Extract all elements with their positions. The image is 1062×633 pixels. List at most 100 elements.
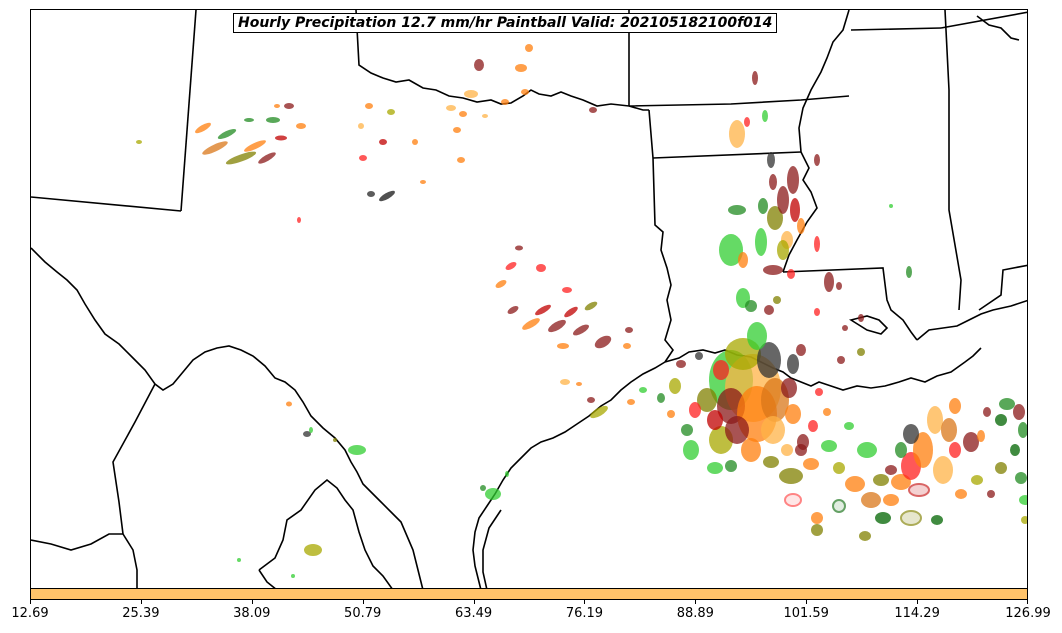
precip-blob bbox=[683, 440, 699, 460]
boundary-line bbox=[31, 196, 182, 212]
precip-blob bbox=[883, 494, 899, 506]
precip-blob bbox=[689, 402, 701, 418]
precip-blob bbox=[752, 71, 758, 85]
precip-blob bbox=[808, 420, 818, 432]
precip-blob bbox=[963, 432, 979, 452]
precip-blob bbox=[358, 123, 364, 129]
colorbar-tick-mark bbox=[917, 600, 918, 604]
precip-blob bbox=[787, 166, 799, 194]
colorbar-tick-mark bbox=[695, 600, 696, 604]
precip-blob bbox=[286, 401, 292, 407]
coastline bbox=[916, 299, 1027, 341]
precip-blob bbox=[814, 154, 820, 166]
precip-blob bbox=[367, 191, 375, 197]
precip-blob bbox=[195, 122, 211, 134]
precip-blob bbox=[738, 252, 748, 268]
precip-blob bbox=[284, 103, 294, 109]
precip-blob bbox=[501, 99, 509, 105]
precip-blob bbox=[971, 475, 983, 485]
precip-blob bbox=[833, 462, 845, 474]
precip-blob bbox=[667, 410, 675, 418]
boundary-line bbox=[798, 10, 850, 153]
coastline bbox=[848, 315, 889, 335]
precip-blob bbox=[536, 264, 546, 272]
coastline bbox=[472, 361, 666, 588]
precip-blob bbox=[225, 151, 257, 165]
precip-blob bbox=[548, 319, 566, 333]
precip-blob bbox=[729, 120, 745, 148]
precip-blob bbox=[933, 456, 953, 484]
precip-blob bbox=[237, 558, 241, 562]
precip-blob bbox=[823, 408, 831, 416]
map-canvas bbox=[31, 10, 1027, 588]
precip-blob bbox=[587, 397, 595, 403]
colorbar-tick-mark bbox=[584, 600, 585, 604]
precip-blob bbox=[758, 198, 768, 214]
colorbar-tick-label: 12.69 bbox=[11, 606, 49, 621]
precip-blob bbox=[625, 327, 633, 333]
precip-blob bbox=[900, 510, 922, 526]
precip-blob bbox=[747, 322, 767, 350]
precip-blob bbox=[763, 265, 783, 275]
precip-blob bbox=[713, 360, 729, 380]
precip-blob bbox=[763, 456, 779, 468]
precip-blob bbox=[387, 109, 395, 115]
precip-blob bbox=[725, 460, 737, 472]
precip-blob bbox=[895, 442, 907, 458]
precip-blob bbox=[1021, 516, 1027, 524]
precip-blob bbox=[348, 445, 366, 455]
precip-blob bbox=[767, 206, 783, 230]
precip-blob bbox=[931, 515, 943, 525]
precip-blob bbox=[745, 300, 757, 312]
precip-blob bbox=[875, 512, 891, 524]
boundary-line bbox=[31, 533, 138, 588]
colorbar-tick-label: 63.49 bbox=[454, 606, 493, 621]
colorbar-tick-mark bbox=[806, 600, 807, 604]
precip-blob bbox=[885, 465, 897, 475]
precip-blob bbox=[777, 186, 789, 214]
precip-blob bbox=[764, 305, 774, 315]
map-title: Hourly Precipitation 12.7 mm/hr Paintbal… bbox=[233, 13, 778, 33]
precip-blob bbox=[977, 430, 985, 442]
precip-blob bbox=[557, 343, 569, 349]
precip-blob bbox=[707, 410, 723, 430]
precip-blob bbox=[244, 140, 266, 152]
precip-blob bbox=[757, 342, 781, 378]
boundary-line bbox=[976, 15, 1020, 41]
precip-blob bbox=[639, 387, 647, 393]
precip-blob bbox=[811, 524, 823, 536]
precip-blob bbox=[857, 348, 865, 356]
precip-blob bbox=[217, 128, 237, 140]
precip-blob bbox=[955, 489, 967, 499]
colorbar-tick-label: 38.09 bbox=[233, 606, 271, 621]
precip-blob bbox=[266, 117, 280, 123]
precip-blob bbox=[814, 236, 820, 252]
precip-blob bbox=[365, 103, 373, 109]
precip-blob bbox=[889, 204, 893, 208]
precip-blob bbox=[787, 269, 795, 279]
precip-blob bbox=[485, 488, 501, 500]
colorbar-tick-mark bbox=[141, 600, 142, 604]
precip-blob bbox=[861, 492, 881, 508]
precip-blob bbox=[412, 139, 418, 145]
precip-blob bbox=[769, 174, 777, 190]
precip-blob bbox=[594, 335, 612, 349]
precip-blob bbox=[505, 262, 517, 270]
precip-blob bbox=[296, 123, 306, 129]
precip-blob bbox=[474, 59, 484, 71]
precip-blob bbox=[202, 141, 228, 155]
precip-blob bbox=[136, 140, 142, 144]
precip-blob bbox=[803, 458, 819, 470]
precip-blob bbox=[274, 104, 280, 108]
precip-blob bbox=[761, 416, 785, 444]
precip-blob bbox=[309, 427, 313, 433]
precip-blob bbox=[275, 135, 287, 141]
precip-blob bbox=[755, 228, 767, 256]
precip-blob bbox=[589, 107, 597, 113]
precip-blob bbox=[560, 379, 570, 385]
precip-blob bbox=[858, 314, 864, 322]
precip-blob bbox=[535, 304, 551, 316]
precip-blob bbox=[781, 444, 793, 456]
precip-blob bbox=[1013, 404, 1025, 420]
precip-blob bbox=[995, 462, 1007, 474]
